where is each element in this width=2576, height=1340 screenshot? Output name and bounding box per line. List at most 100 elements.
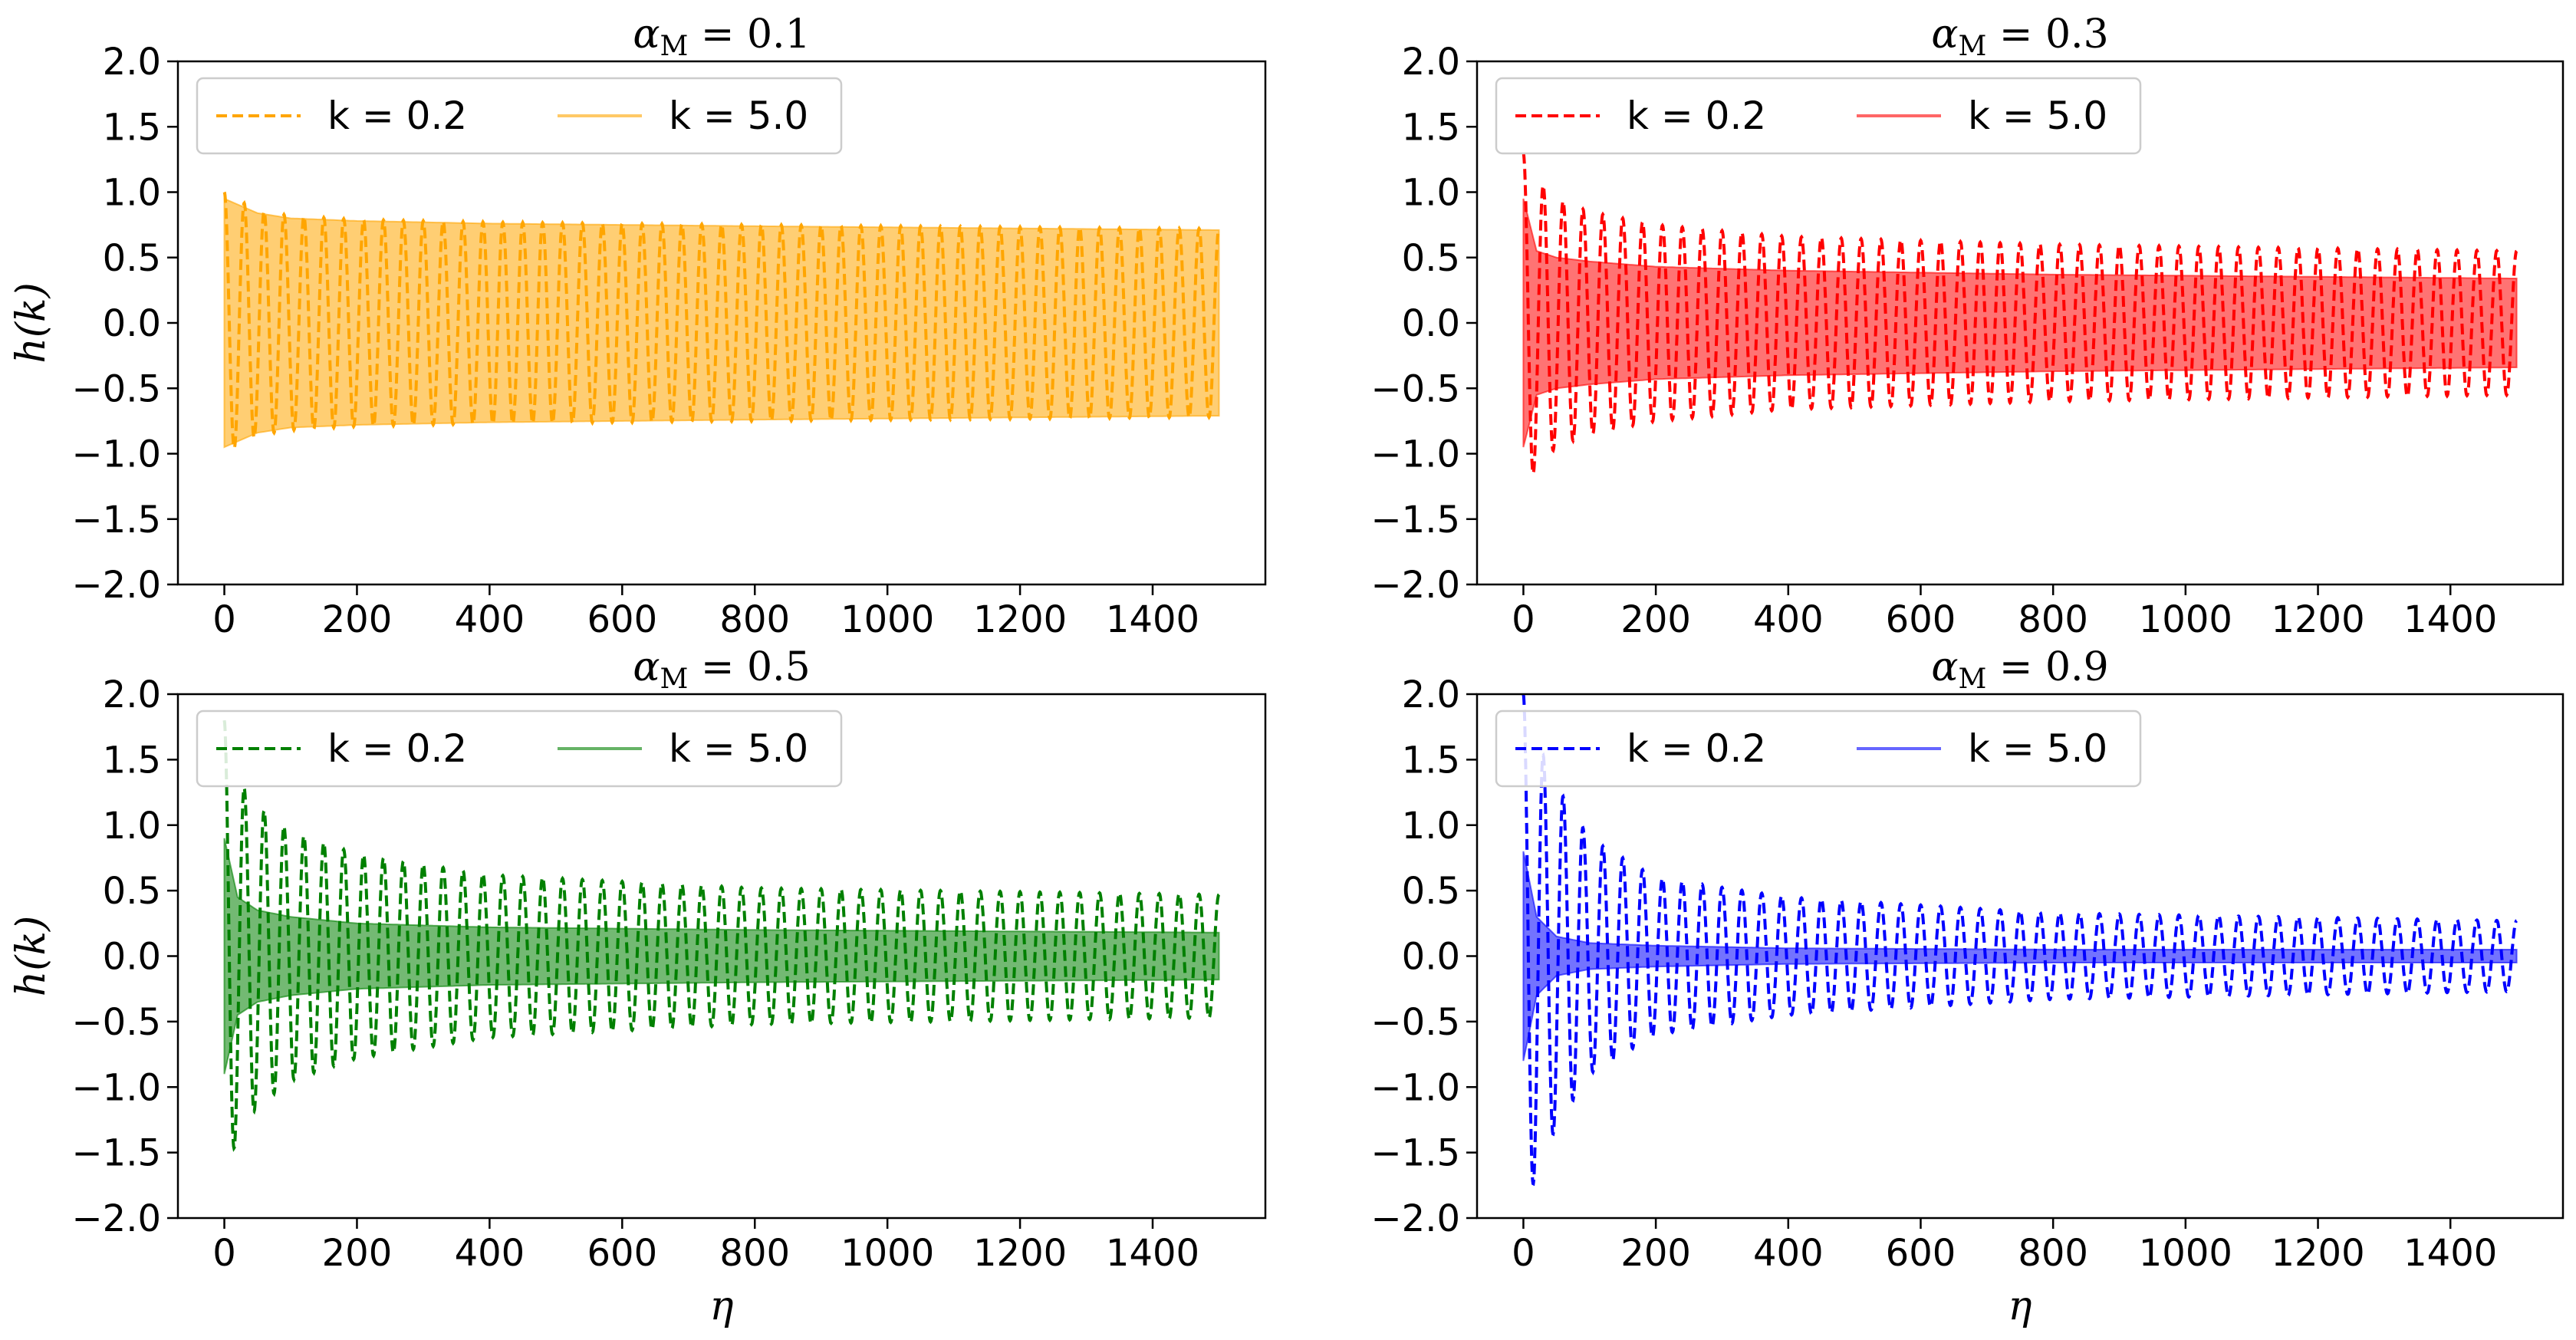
series-k5-band	[1522, 198, 2518, 448]
y-tick-label: 2.0	[103, 41, 161, 84]
legend-label: k = 0.2	[327, 94, 467, 138]
subplot-title: αM = 0.9	[1931, 644, 2108, 695]
x-tick-label: 400	[1753, 1232, 1824, 1275]
y-tick-label: 0.5	[103, 237, 161, 280]
y-tick-label: −1.5	[1370, 1132, 1460, 1175]
y-tick-label: 2.0	[1402, 41, 1460, 84]
x-tick-label: 1400	[1106, 598, 1199, 641]
x-tick-label: 1200	[2271, 598, 2364, 641]
legend-box	[1495, 77, 2142, 155]
x-tick-label: 600	[1886, 598, 1956, 641]
series-k5-band	[223, 197, 1220, 449]
x-axis-label: η	[709, 1283, 733, 1329]
y-tick-label: 1.0	[1402, 805, 1460, 848]
subplot-1: 0 200 400 600 800 1000 1200 1400 −2.0 −1.5 −1.0 −0.…	[8, 12, 1267, 641]
y-tick-label: −0.5	[1370, 1001, 1460, 1044]
x-tick-label: 400	[455, 1232, 525, 1275]
plot-area	[222, 719, 1220, 1152]
x-tick-label: 1000	[2139, 1232, 2232, 1275]
x-tick-label: 0	[1512, 1232, 1535, 1275]
legend-label: k = 0.2	[1627, 726, 1766, 771]
x-tick-label: 200	[1620, 1232, 1691, 1275]
series-k5-band	[1522, 851, 2518, 1062]
y-tick-label: 0.5	[1402, 237, 1460, 280]
subplot-3: 0 200 400 600 800 1000 1200 1400 −2.0 −1.5 −1.0 −0.…	[8, 644, 1267, 1329]
y-tick-label: −1.0	[71, 1066, 161, 1109]
y-tick-label: 2.0	[1402, 673, 1460, 716]
y-tick-label: 1.5	[103, 106, 161, 149]
y-tick-label: −0.5	[71, 1001, 161, 1044]
subplot-title: αM = 0.1	[633, 12, 810, 62]
x-tick-label: 0	[212, 1232, 236, 1275]
y-tick-label: −1.5	[71, 499, 161, 542]
legend-label: k = 5.0	[1968, 726, 2107, 771]
legend: k = 0.2 k = 5.0	[196, 710, 843, 788]
x-tick-label: 1400	[2403, 598, 2497, 641]
x-tick-label: 1400	[2403, 1232, 2497, 1275]
y-tick-label: 0.0	[1402, 302, 1460, 345]
x-tick-label: 1200	[973, 1232, 1067, 1275]
x-tick-label: 1400	[1106, 1232, 1199, 1275]
y-tick-label: −1.0	[71, 433, 161, 476]
legend-box	[1495, 710, 2142, 788]
y-tick-label: 0.0	[103, 302, 161, 345]
x-tick-label: 1200	[973, 598, 1067, 641]
x-tick-label: 200	[1620, 598, 1691, 641]
x-tick-label: 600	[587, 598, 657, 641]
legend-label: k = 0.2	[1627, 94, 1766, 138]
x-tick-label: 800	[719, 1232, 790, 1275]
subplot-4: 0 200 400 600 800 1000 1200 1400 −2.0 −1.5 −1.0 −0.…	[1370, 644, 2564, 1329]
series-k0.2-line	[1522, 694, 2518, 1187]
x-tick-label: 0	[212, 598, 236, 641]
x-tick-label: 600	[1886, 1232, 1956, 1275]
y-axis-label: h(k)	[8, 916, 54, 997]
y-tick-label: 1.0	[103, 805, 161, 848]
y-tick-label: −0.5	[71, 367, 161, 410]
series-k0.2-line	[222, 719, 1220, 1152]
subplot-2: 0 200 400 600 800 1000 1200 1400 −2.0 −1.5 −1.0 −0.…	[1370, 12, 2564, 641]
x-axis-label: η	[2008, 1283, 2032, 1329]
y-tick-label: 1.0	[103, 172, 161, 215]
series-k0.2-line	[1522, 152, 2518, 476]
x-tick-label: 800	[2018, 598, 2088, 641]
y-tick-label: −2.0	[1370, 1197, 1460, 1240]
subplot-title: αM = 0.3	[1931, 12, 2108, 62]
x-tick-label: 400	[455, 598, 525, 641]
y-tick-label: −1.5	[71, 1132, 161, 1175]
x-tick-label: 200	[322, 598, 393, 641]
legend-label: k = 5.0	[669, 94, 808, 138]
y-tick-label: −1.0	[1370, 433, 1460, 476]
y-tick-label: −2.0	[71, 1197, 161, 1240]
legend-label: k = 5.0	[669, 726, 808, 771]
legend-box	[196, 710, 843, 788]
x-tick-label: 800	[2018, 1232, 2088, 1275]
x-tick-label: 1000	[841, 1232, 934, 1275]
y-tick-label: 1.5	[103, 739, 161, 782]
legend-box	[196, 77, 843, 155]
y-tick-label: 0.5	[1402, 870, 1460, 913]
legend: k = 0.2 k = 5.0	[196, 77, 843, 155]
subplot-title: αM = 0.5	[633, 644, 810, 695]
x-tick-label: 800	[719, 598, 790, 641]
y-tick-label: −1.0	[1370, 1066, 1460, 1109]
y-tick-label: 1.5	[1402, 739, 1460, 782]
y-tick-label: −0.5	[1370, 367, 1460, 410]
y-tick-label: −2.0	[71, 564, 161, 607]
y-tick-label: 0.5	[103, 870, 161, 913]
x-tick-label: 1000	[841, 598, 934, 641]
x-tick-label: 600	[587, 1232, 657, 1275]
x-tick-label: 0	[1512, 598, 1535, 641]
x-tick-label: 1200	[2271, 1232, 2364, 1275]
series-k5-band	[223, 838, 1220, 1075]
y-tick-label: 0.0	[103, 936, 161, 979]
y-tick-label: −1.5	[1370, 499, 1460, 542]
legend-label: k = 5.0	[1968, 94, 2107, 138]
legend-label: k = 0.2	[327, 726, 467, 771]
plot-area	[222, 191, 1221, 452]
y-tick-label: 2.0	[103, 673, 161, 716]
plot-area	[1522, 152, 2518, 476]
x-tick-label: 1000	[2139, 598, 2232, 641]
x-tick-label: 200	[322, 1232, 393, 1275]
legend: k = 0.2 k = 5.0	[1495, 710, 2142, 788]
series-k0.2-line	[222, 191, 1221, 452]
